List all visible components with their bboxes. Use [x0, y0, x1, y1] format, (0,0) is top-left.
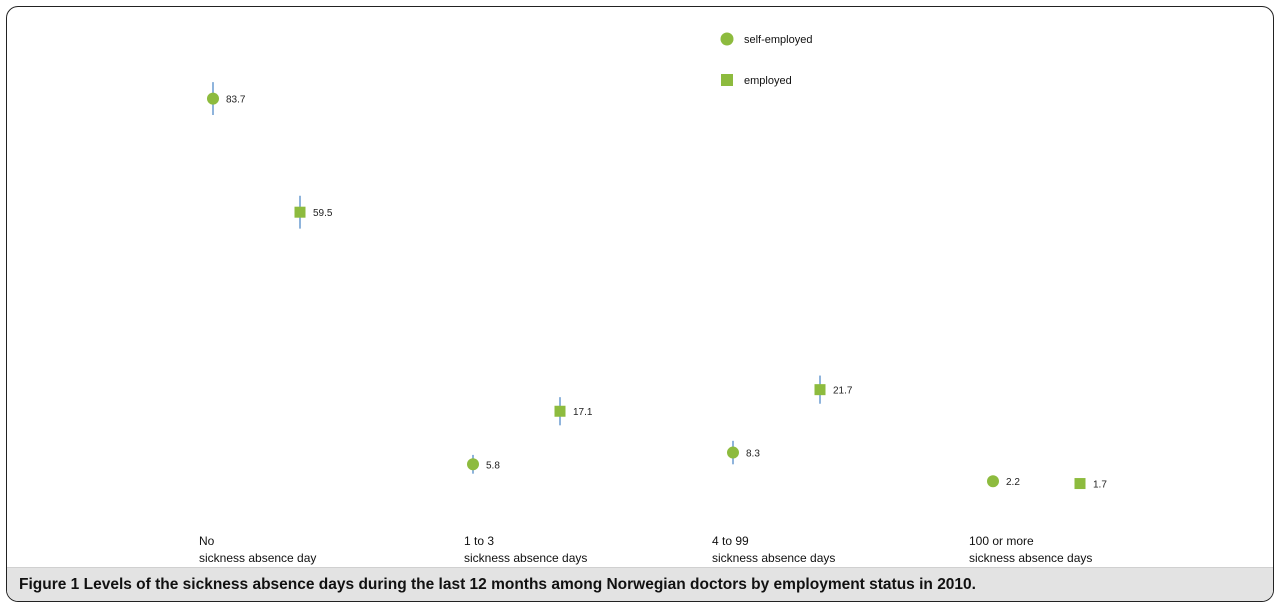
- point-employed: [555, 406, 566, 417]
- category-label: 1 to 3: [464, 534, 494, 548]
- category-label: sickness absence days: [969, 551, 1092, 565]
- point-self-employed: [467, 458, 479, 470]
- legend-label: employed: [744, 75, 792, 87]
- point-self-employed: [987, 475, 999, 487]
- data-label-employed: 17.1: [573, 407, 593, 418]
- data-label-employed: 21.7: [833, 386, 853, 397]
- data-label-employed: 59.5: [313, 208, 333, 219]
- point-self-employed: [727, 447, 739, 459]
- figure-caption-text: Levels of the sickness absence days duri…: [84, 576, 976, 593]
- data-label-self-employed: 83.7: [226, 95, 246, 106]
- point-employed: [815, 384, 826, 395]
- point-employed: [295, 207, 306, 218]
- category-label: sickness absence days: [712, 551, 835, 565]
- data-label-employed: 1.7: [1093, 480, 1107, 491]
- category-label: No: [199, 534, 215, 548]
- category-label: 100 or more: [969, 534, 1034, 548]
- legend-marker-square: [721, 74, 733, 86]
- data-label-self-employed: 2.2: [1006, 477, 1020, 488]
- category-label: 4 to 99: [712, 534, 749, 548]
- category-label: sickness absence days: [464, 551, 587, 565]
- point-self-employed: [207, 93, 219, 105]
- figure-caption: Figure 1 Levels of the sickness absence …: [7, 567, 1273, 601]
- legend-marker-circle: [721, 33, 734, 46]
- data-label-self-employed: 5.8: [486, 460, 500, 471]
- legend-label: self-employed: [744, 34, 812, 46]
- figure-label: Figure 1: [19, 576, 84, 593]
- chart-area: 83.7 5.8 8.3 2.2 59.5 17.1 21.7 1.7 No sickness a…: [7, 7, 1274, 569]
- category-label: sickness absence day: [199, 551, 316, 565]
- point-employed: [1075, 478, 1086, 489]
- data-label-self-employed: 8.3: [746, 449, 760, 460]
- figure-frame: 83.7 5.8 8.3 2.2 59.5 17.1 21.7 1.7 No sickness a…: [6, 6, 1274, 602]
